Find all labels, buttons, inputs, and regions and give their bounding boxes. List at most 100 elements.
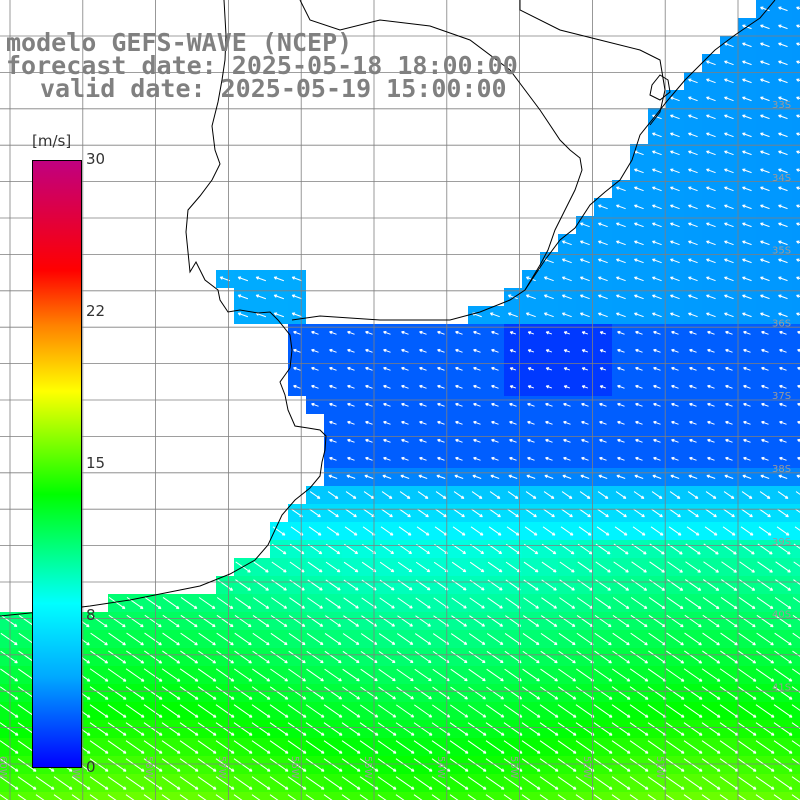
- wind-arrow: [491, 456, 499, 461]
- wind-arrow: [760, 114, 770, 120]
- wind-arrow: [291, 312, 303, 318]
- wind-arrow: [365, 456, 373, 461]
- wind-arrow: [683, 740, 703, 754]
- wind-arrow: [269, 686, 289, 700]
- wind-arrow: [486, 650, 504, 664]
- wind-arrow: [329, 348, 337, 353]
- wind-arrow: [473, 402, 481, 407]
- wind-arrow: [305, 722, 325, 736]
- wind-arrow: [509, 438, 517, 443]
- wind-arrow: [670, 312, 680, 318]
- wind-arrow: [791, 668, 800, 675]
- wind-arrow: [527, 438, 535, 443]
- wind-arrow: [760, 240, 770, 246]
- wind-arrow: [540, 615, 558, 627]
- wind-arrow: [684, 614, 702, 628]
- wind-arrow: [343, 597, 359, 609]
- wind-arrow: [545, 438, 553, 443]
- field-cell: [792, 756, 800, 774]
- wind-arrow: [777, 491, 789, 499]
- wind-arrow: [634, 222, 644, 228]
- field-cell: [792, 396, 800, 414]
- wind-arrow: [665, 740, 685, 754]
- wind-arrow: [652, 186, 662, 192]
- wind-arrow: [670, 474, 680, 479]
- wind-arrow: [309, 491, 321, 499]
- wind-arrow: [778, 258, 788, 264]
- wind-arrow: [543, 508, 555, 518]
- wind-arrow: [179, 722, 199, 736]
- wind-arrow: [521, 740, 541, 754]
- wind-arrow: [760, 6, 770, 12]
- wind-arrow: [197, 740, 217, 754]
- wind-arrow: [161, 740, 181, 754]
- wind-arrow: [291, 276, 303, 282]
- colorbar: [32, 160, 82, 768]
- wind-arrow: [593, 722, 613, 736]
- wind-arrow: [381, 491, 393, 499]
- wind-arrow: [755, 686, 775, 700]
- field-cell: [792, 666, 800, 684]
- wind-arrow: [455, 420, 463, 425]
- wind-arrow: [253, 579, 269, 591]
- wind-arrow: [545, 331, 553, 335]
- wind-arrow: [688, 132, 698, 138]
- wind-arrow: [507, 294, 518, 300]
- wind-arrow: [252, 632, 270, 646]
- wind-arrow: [702, 632, 720, 646]
- wind-arrow: [634, 276, 644, 282]
- wind-arrow: [671, 384, 679, 389]
- wind-arrow: [761, 384, 769, 389]
- wind-arrow: [365, 384, 373, 389]
- wind-arrow: [521, 776, 541, 790]
- wind-arrow: [395, 740, 415, 754]
- model-title: modelo GEFS-WAVE (NCEP): [6, 28, 353, 57]
- wind-arrow: [287, 740, 307, 754]
- wind-arrow: [233, 758, 253, 772]
- wind-arrow: [613, 579, 630, 591]
- wind-arrow: [579, 276, 590, 282]
- wind-arrow: [162, 614, 180, 628]
- wind-arrow: [365, 366, 373, 371]
- wind-arrow: [648, 597, 666, 610]
- wind-arrow: [796, 294, 800, 298]
- wind-arrow: [272, 526, 286, 536]
- wind-arrow: [617, 456, 625, 461]
- wind-arrow: [144, 597, 162, 610]
- wind-arrow: [432, 633, 450, 645]
- coastline-uruguay: [291, 0, 776, 321]
- wind-arrow: [630, 614, 648, 628]
- wind-arrow: [701, 740, 721, 754]
- wind-arrow: [526, 474, 536, 479]
- wind-arrow: [455, 438, 463, 443]
- wind-arrow: [489, 491, 501, 499]
- wind-arrow: [579, 258, 590, 264]
- wind-arrow: [487, 597, 503, 609]
- wind-arrow: [255, 294, 267, 300]
- coastline: [0, 0, 776, 617]
- colorbar-tick-8: 8: [86, 606, 96, 624]
- wind-arrow: [706, 294, 716, 300]
- wind-arrow: [417, 491, 429, 499]
- wind-arrow: [666, 597, 684, 610]
- wind-arrow: [542, 526, 556, 536]
- wind-arrow: [579, 240, 590, 246]
- wind-arrow: [251, 686, 271, 700]
- wind-arrow: [701, 758, 721, 772]
- wind-arrow: [215, 758, 235, 772]
- wind-arrow: [487, 561, 503, 573]
- wind-arrow: [293, 366, 301, 371]
- wind-arrow: [558, 615, 576, 628]
- wind-arrow: [419, 402, 427, 407]
- wind-arrow: [416, 526, 430, 536]
- wind-arrow: [251, 704, 271, 718]
- wind-arrow: [707, 456, 715, 461]
- wind-arrow: [126, 650, 145, 664]
- wind-arrow: [779, 456, 787, 461]
- wind-arrow: [324, 650, 342, 664]
- wind-arrow: [616, 204, 626, 210]
- lon-label: 57W: [216, 756, 227, 779]
- lat-label: 36S: [772, 318, 791, 329]
- wind-arrow: [398, 526, 412, 536]
- wind-arrow: [162, 650, 181, 664]
